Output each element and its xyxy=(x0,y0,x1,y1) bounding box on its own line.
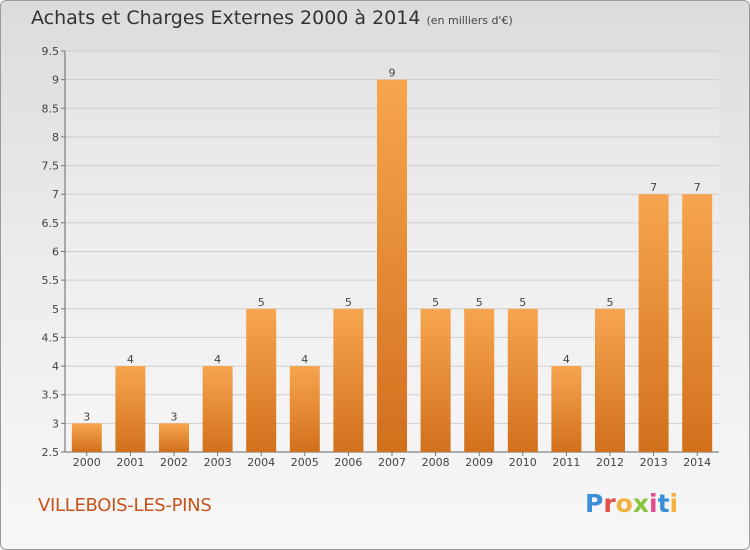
y-tick-label: 5 xyxy=(52,303,59,316)
logo-letter: i xyxy=(669,489,679,518)
x-tick-label: 2006 xyxy=(334,456,362,469)
chart-unit: (en milliers d'€) xyxy=(426,14,513,27)
bar xyxy=(71,423,102,452)
data-label: 4 xyxy=(563,353,570,366)
y-tick-label: 9.5 xyxy=(42,45,60,58)
chart-title: Achats et Charges Externes 2000 à 2014 (e… xyxy=(31,7,513,29)
y-tick-label: 5.5 xyxy=(42,274,60,287)
data-label: 7 xyxy=(650,181,657,194)
bar xyxy=(159,423,189,452)
data-label: 5 xyxy=(519,296,526,309)
x-tick-label: 2002 xyxy=(160,456,188,469)
bar xyxy=(246,308,277,452)
bar xyxy=(551,366,582,452)
x-tick-label: 2013 xyxy=(640,456,668,469)
bar xyxy=(289,366,320,452)
y-tick-label: 8.5 xyxy=(42,102,60,115)
x-tick-label: 2000 xyxy=(73,456,101,469)
data-label: 3 xyxy=(171,410,178,423)
bar xyxy=(507,308,538,452)
x-tick-label: 2001 xyxy=(116,456,144,469)
data-label: 3 xyxy=(83,410,90,423)
y-tick-label: 2.5 xyxy=(42,446,60,459)
logo-letter: i xyxy=(649,489,658,518)
y-tick-label: 8 xyxy=(52,131,59,144)
logo-letter: P xyxy=(585,489,604,518)
y-tick-label: 3 xyxy=(52,417,59,430)
y-tick-label: 3.5 xyxy=(42,389,60,402)
x-tick-label: 2012 xyxy=(596,456,624,469)
x-tick-label: 2004 xyxy=(247,456,275,469)
y-tick-label: 6 xyxy=(52,246,59,259)
y-tick-label: 7.5 xyxy=(42,160,60,173)
x-tick-label: 2010 xyxy=(509,456,537,469)
logo-letter: o xyxy=(615,489,633,518)
data-label: 4 xyxy=(301,353,308,366)
proxiti-logo[interactable]: Proxiti xyxy=(585,489,678,518)
data-label: 4 xyxy=(214,353,221,366)
bar xyxy=(333,308,364,452)
logo-letter: r xyxy=(603,489,616,518)
y-tick-label: 9 xyxy=(52,74,59,87)
bar xyxy=(115,366,146,452)
bar xyxy=(595,308,625,452)
data-label: 5 xyxy=(345,296,352,309)
x-tick-label: 2008 xyxy=(422,456,450,469)
x-tick-label: 2014 xyxy=(683,456,711,469)
commune-name: VILLEBOIS-LES-PINS xyxy=(38,495,212,516)
y-tick-label: 7 xyxy=(52,188,59,201)
y-tick-label: 4 xyxy=(52,360,59,373)
chart-title-text: Achats et Charges Externes 2000 à 2014 xyxy=(31,7,421,29)
x-tick-label: 2003 xyxy=(204,456,232,469)
bar xyxy=(420,308,451,452)
data-label: 9 xyxy=(389,67,396,80)
logo-letter: x xyxy=(632,489,649,518)
bar xyxy=(464,308,495,452)
bar xyxy=(638,194,669,452)
logo-letter: t xyxy=(657,489,670,518)
bar xyxy=(202,366,233,452)
x-tick-label: 2011 xyxy=(552,456,580,469)
x-tick-label: 2007 xyxy=(378,456,406,469)
y-tick-label: 6.5 xyxy=(42,217,60,230)
x-tick-label: 2009 xyxy=(465,456,493,469)
y-tick-label: 4.5 xyxy=(42,331,60,344)
data-label: 5 xyxy=(476,296,483,309)
data-label: 5 xyxy=(258,296,265,309)
bar xyxy=(682,194,713,452)
data-label: 5 xyxy=(607,296,614,309)
data-label: 5 xyxy=(432,296,439,309)
data-label: 4 xyxy=(127,353,134,366)
x-tick-label: 2005 xyxy=(291,456,319,469)
bar xyxy=(377,79,407,453)
data-label: 7 xyxy=(694,181,701,194)
